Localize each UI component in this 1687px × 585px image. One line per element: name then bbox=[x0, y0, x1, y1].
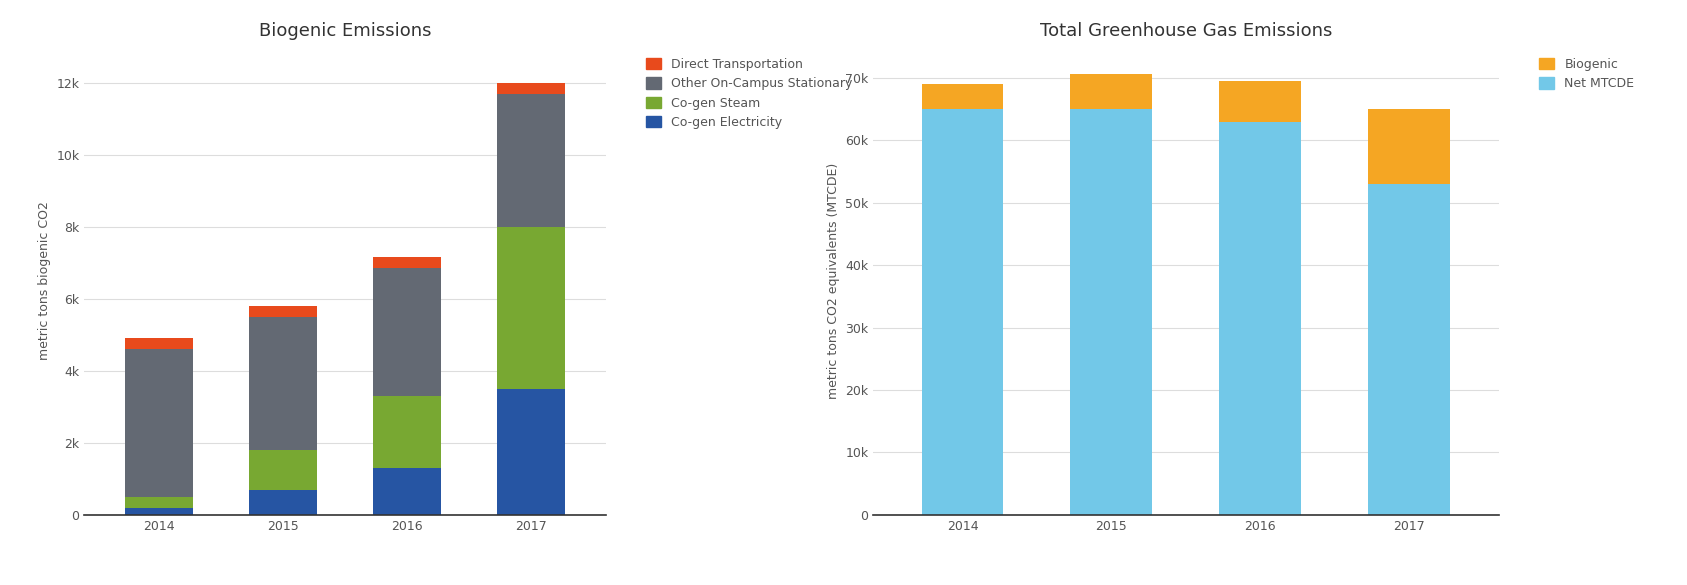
Title: Total Greenhouse Gas Emissions: Total Greenhouse Gas Emissions bbox=[1039, 22, 1333, 40]
Legend: Direct Transportation, Other On-Campus Stationary, Co-gen Steam, Co-gen Electric: Direct Transportation, Other On-Campus S… bbox=[641, 53, 857, 134]
Bar bbox=[125, 338, 192, 349]
Bar bbox=[125, 508, 192, 515]
Bar bbox=[498, 94, 565, 227]
Legend: Biogenic, Net MTCDE: Biogenic, Net MTCDE bbox=[1535, 53, 1640, 95]
Bar bbox=[1220, 122, 1301, 515]
Bar bbox=[373, 468, 440, 515]
Y-axis label: metric tons CO2 equivalents (MTCDE): metric tons CO2 equivalents (MTCDE) bbox=[827, 163, 840, 399]
Bar bbox=[498, 389, 565, 515]
Bar bbox=[1368, 109, 1451, 184]
Bar bbox=[1368, 184, 1451, 515]
Bar bbox=[921, 84, 1004, 109]
Bar bbox=[921, 109, 1004, 515]
Bar bbox=[248, 306, 317, 317]
Bar bbox=[248, 490, 317, 515]
Bar bbox=[498, 83, 565, 94]
Bar bbox=[125, 497, 192, 508]
Bar bbox=[498, 227, 565, 389]
Bar bbox=[1071, 74, 1152, 109]
Bar bbox=[1071, 109, 1152, 515]
Bar bbox=[373, 396, 440, 468]
Bar bbox=[248, 450, 317, 490]
Title: Biogenic Emissions: Biogenic Emissions bbox=[258, 22, 432, 40]
Bar bbox=[373, 268, 440, 396]
Bar bbox=[248, 317, 317, 450]
Bar bbox=[125, 349, 192, 497]
Bar bbox=[373, 257, 440, 268]
Bar bbox=[1220, 81, 1301, 122]
Y-axis label: metric tons biogenic CO2: metric tons biogenic CO2 bbox=[37, 201, 51, 360]
